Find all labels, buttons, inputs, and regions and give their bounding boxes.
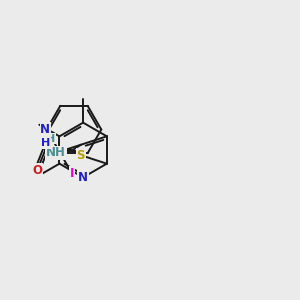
Text: N: N	[78, 171, 88, 184]
Text: I: I	[70, 167, 74, 180]
Text: NH: NH	[46, 146, 66, 159]
Text: S: S	[76, 149, 85, 162]
Text: O: O	[32, 164, 42, 177]
Text: N: N	[40, 123, 50, 136]
Text: H: H	[46, 134, 56, 143]
Text: H: H	[40, 138, 50, 148]
